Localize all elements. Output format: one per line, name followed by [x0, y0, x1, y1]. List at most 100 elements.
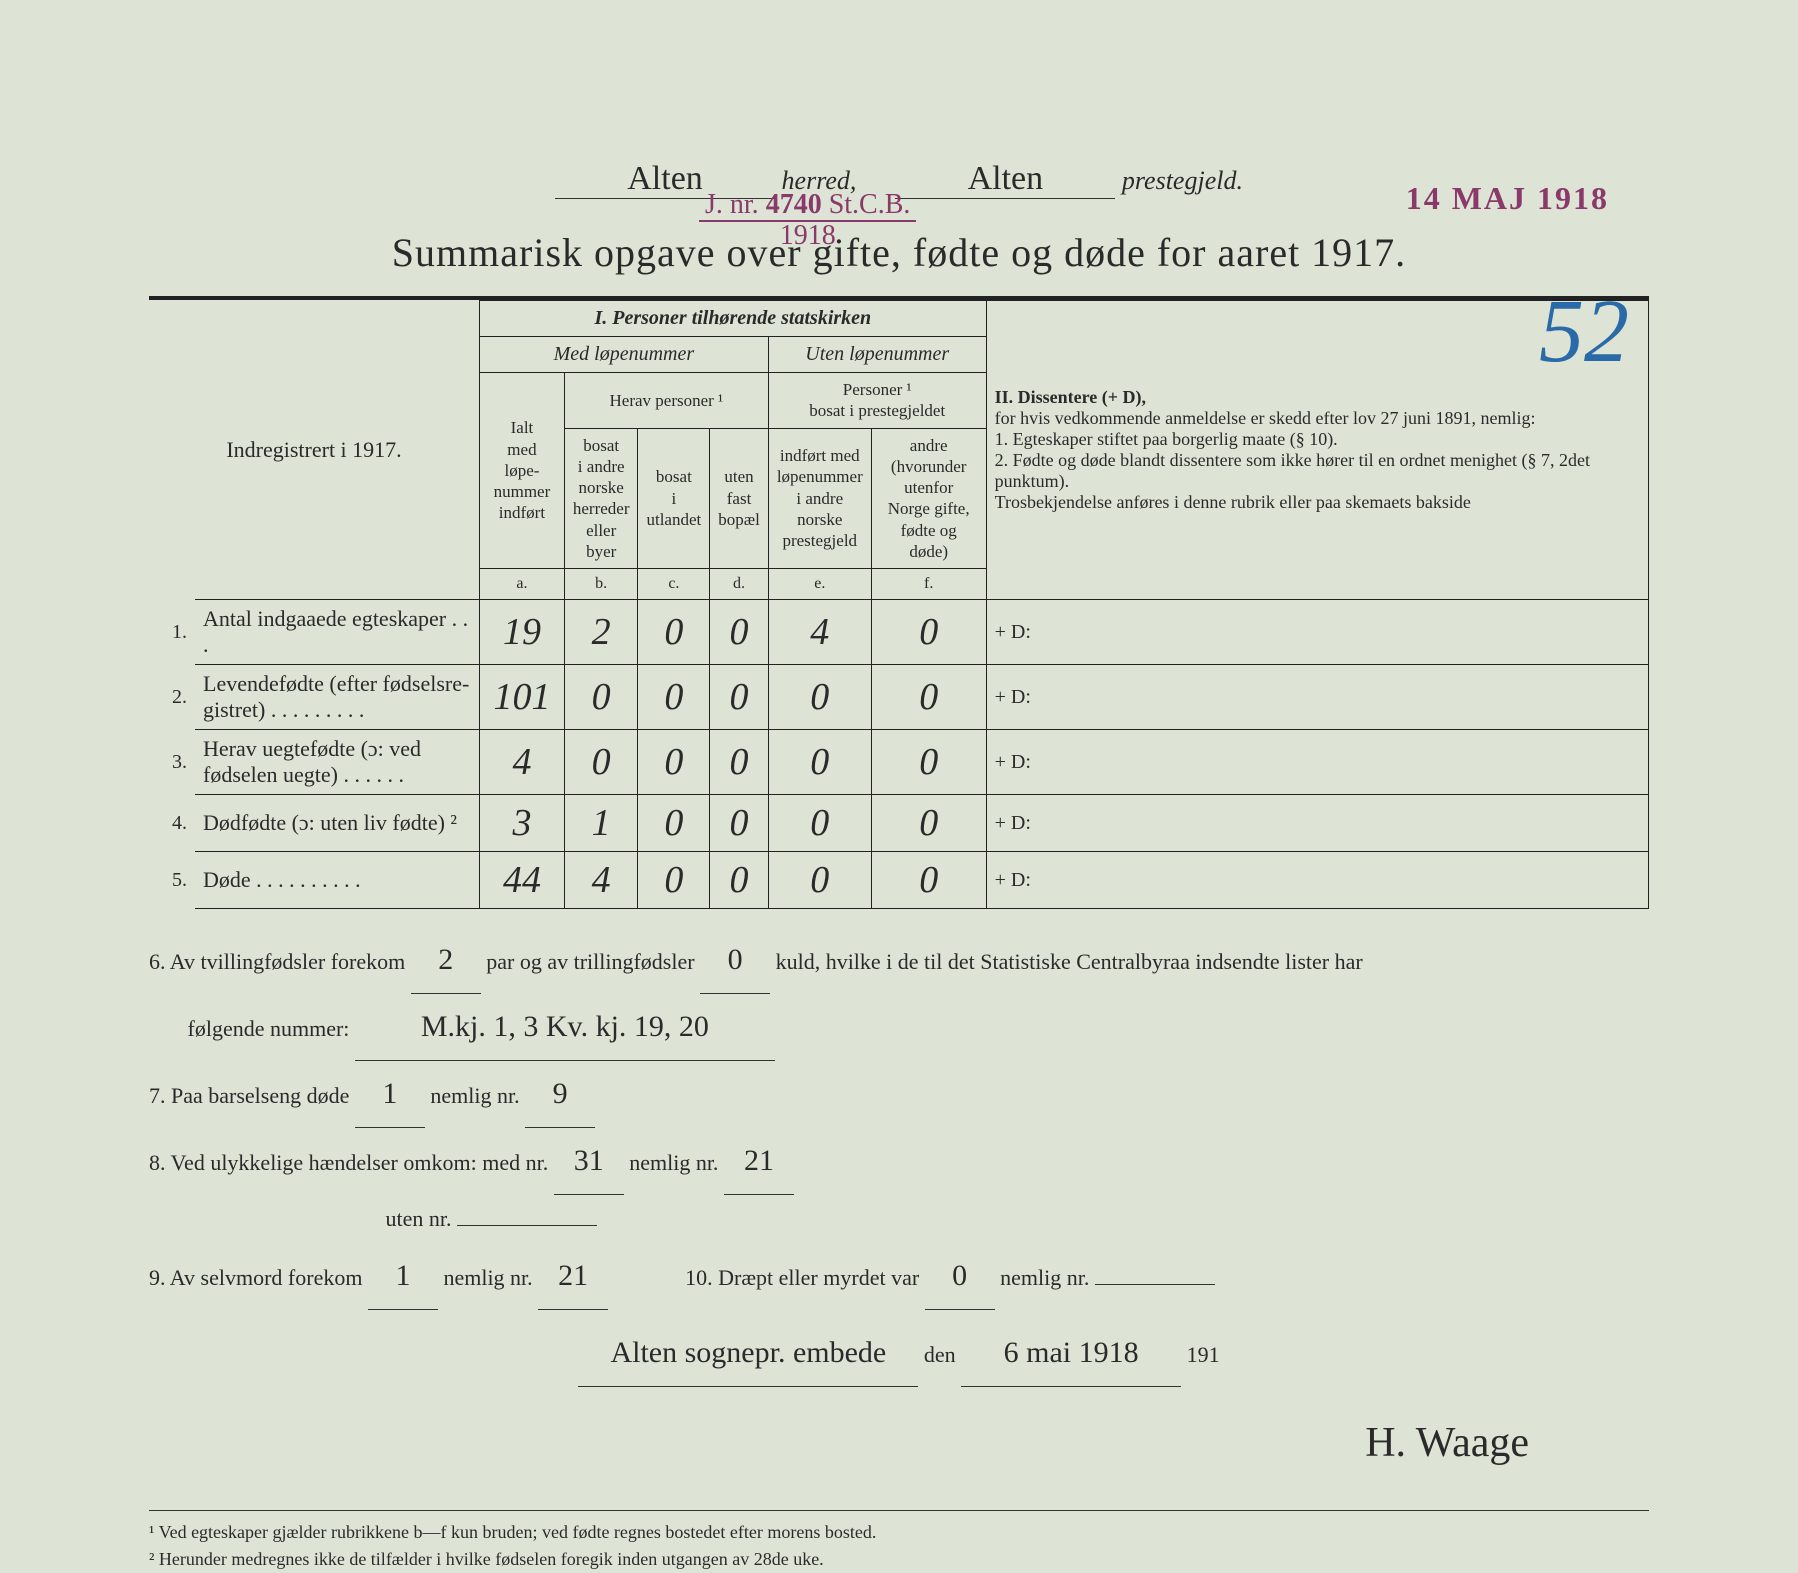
- col-e-header: indført med løpenummer i andre norske pr…: [768, 428, 871, 569]
- footnotes: ¹ Ved egteskaper gjælder rubrikkene b—f …: [149, 1510, 1649, 1573]
- cell-g: + D:: [986, 665, 1648, 730]
- cell-d: 0: [710, 600, 769, 665]
- table-row: 2.Levendefødte (efter fødselsre- gistret…: [149, 665, 1649, 730]
- letter-b: b.: [564, 569, 638, 600]
- line8b: nemlig nr.: [629, 1150, 718, 1175]
- jnr-suffix: St.C.B.: [829, 189, 911, 220]
- cell-d: 0: [710, 852, 769, 909]
- line7-v1: 1: [355, 1061, 425, 1128]
- trip-count: 0: [700, 927, 770, 994]
- line9-v2: 21: [538, 1243, 608, 1310]
- table-row: 3.Herav uegtefødte (ɔ: ved fødselen uegt…: [149, 730, 1649, 795]
- letter-d: d.: [710, 569, 769, 600]
- line8-uten: [457, 1225, 597, 1226]
- line8c: uten nr.: [386, 1206, 452, 1231]
- cell-d: 0: [710, 795, 769, 852]
- line9b: nemlig nr.: [443, 1265, 532, 1290]
- cell-e: 0: [768, 795, 871, 852]
- line10-v1: 0: [925, 1243, 995, 1310]
- cell-a: 101: [480, 665, 565, 730]
- row-label: Dødfødte (ɔ: uten liv fødte) ²: [195, 795, 480, 852]
- cell-g: + D:: [986, 600, 1648, 665]
- line6a: 6. Av tvillingfødsler forekom: [149, 949, 405, 974]
- cell-c: 0: [638, 795, 710, 852]
- col-a-header: Ialt med løpe- nummer indført: [480, 373, 565, 569]
- cell-c: 0: [638, 852, 710, 909]
- line8: 8. Ved ulykkelige hændelser omkom: med n…: [149, 1128, 1649, 1243]
- prestegjeld-value: Alten: [895, 160, 1115, 199]
- col-f-header: andre (hvorunder utenfor Norge gifte, fø…: [871, 428, 986, 569]
- sig-den: den: [924, 1342, 956, 1367]
- table-row: 4.Dødfødte (ɔ: uten liv fødte) ²310000+ …: [149, 795, 1649, 852]
- cell-b: 0: [564, 665, 638, 730]
- herav-header: Herav personer ¹: [564, 373, 768, 429]
- cell-c: 0: [638, 600, 710, 665]
- section1-header: I. Personer tilhørende statskirken: [480, 301, 987, 337]
- cell-a: 4: [480, 730, 565, 795]
- col-d-header: uten fast bopæl: [710, 428, 769, 569]
- line7-v2: 9: [525, 1061, 595, 1128]
- cell-f: 0: [871, 795, 986, 852]
- main-table: Indregistrert i 1917. I. Personer tilhør…: [149, 300, 1649, 909]
- line6: 6. Av tvillingfødsler forekom 2 par og a…: [149, 927, 1649, 1061]
- line8-v2: 21: [724, 1128, 794, 1195]
- letter-e: e.: [768, 569, 871, 600]
- cell-e: 4: [768, 600, 871, 665]
- letter-f: f.: [871, 569, 986, 600]
- row-num: 1.: [149, 600, 195, 665]
- footnote-2: ² Herunder medregnes ikke de tilfælder i…: [149, 1546, 1649, 1573]
- line8a: 8. Ved ulykkelige hændelser omkom: med n…: [149, 1150, 548, 1175]
- cell-a: 44: [480, 852, 565, 909]
- row-label: Døde . . . . . . . . . .: [195, 852, 480, 909]
- row-num: 5.: [149, 852, 195, 909]
- cell-c: 0: [638, 730, 710, 795]
- row-label: Herav uegtefødte (ɔ: ved fødselen uegte)…: [195, 730, 480, 795]
- line6b: par og av trillingfødsler: [486, 949, 694, 974]
- row-label: Levendefødte (efter fødselsre- gistret) …: [195, 665, 480, 730]
- line9a: 9. Av selvmord forekom: [149, 1265, 362, 1290]
- date-stamp: 14 MAJ 1918: [1406, 180, 1609, 217]
- signature-line: Alten sognepr. embede den 6 mai 1918 191: [149, 1320, 1649, 1387]
- line6c: kuld, hvilke i de til det Statistiske Ce…: [776, 949, 1363, 974]
- document-page: J. nr. 4740 St.C.B. 1918 14 MAJ 1918 52 …: [149, 160, 1649, 1573]
- cell-g: + D:: [986, 795, 1648, 852]
- line10a: 10. Dræpt eller myrdet var: [685, 1265, 919, 1290]
- sub-med: Med løpenummer: [480, 337, 769, 373]
- line10-v2: [1095, 1284, 1215, 1285]
- cell-b: 2: [564, 600, 638, 665]
- sig-year-prefix: 191: [1187, 1342, 1220, 1367]
- section2-title: II. Dissentere (+ D),: [995, 387, 1146, 407]
- sub-uten: Uten løpenummer: [768, 337, 986, 373]
- letter-a: a.: [480, 569, 565, 600]
- twin-count: 2: [411, 927, 481, 994]
- table-row: 5.Døde . . . . . . . . . .4440000+ D:: [149, 852, 1649, 909]
- row-num: 4.: [149, 795, 195, 852]
- jnr-number: 4740: [766, 189, 822, 220]
- row-num: 2.: [149, 665, 195, 730]
- cell-g: + D:: [986, 730, 1648, 795]
- line8-v1: 31: [554, 1128, 624, 1195]
- cell-c: 0: [638, 665, 710, 730]
- line9-v1: 1: [368, 1243, 438, 1310]
- cell-e: 0: [768, 852, 871, 909]
- table-row: 1.Antal indgaaede egteskaper . . .192004…: [149, 600, 1649, 665]
- cell-g: + D:: [986, 852, 1648, 909]
- col-b-header: bosat i andre norske herreder eller byer: [564, 428, 638, 569]
- line9-10: 9. Av selvmord forekom 1 nemlig nr. 21 1…: [149, 1243, 1649, 1310]
- cell-d: 0: [710, 665, 769, 730]
- cell-a: 3: [480, 795, 565, 852]
- jnr-label: J. nr.: [705, 189, 759, 220]
- cell-e: 0: [768, 665, 871, 730]
- cell-b: 1: [564, 795, 638, 852]
- footnote-1: ¹ Ved egteskaper gjælder rubrikkene b—f …: [149, 1519, 1649, 1546]
- prestegjeld-label: prestegjeld.: [1122, 166, 1243, 195]
- line6-nums: M.kj. 1, 3 Kv. kj. 19, 20: [355, 994, 775, 1061]
- line10b: nemlig nr.: [1000, 1265, 1089, 1290]
- jnr-year: 1918: [780, 220, 836, 251]
- cell-b: 0: [564, 730, 638, 795]
- line7: 7. Paa barselseng døde 1 nemlig nr. 9: [149, 1061, 1649, 1128]
- cell-f: 0: [871, 730, 986, 795]
- sig-date: 6 mai 1918: [961, 1320, 1181, 1387]
- left-header: Indregistrert i 1917.: [149, 301, 480, 600]
- line6d: følgende nummer:: [188, 1016, 350, 1041]
